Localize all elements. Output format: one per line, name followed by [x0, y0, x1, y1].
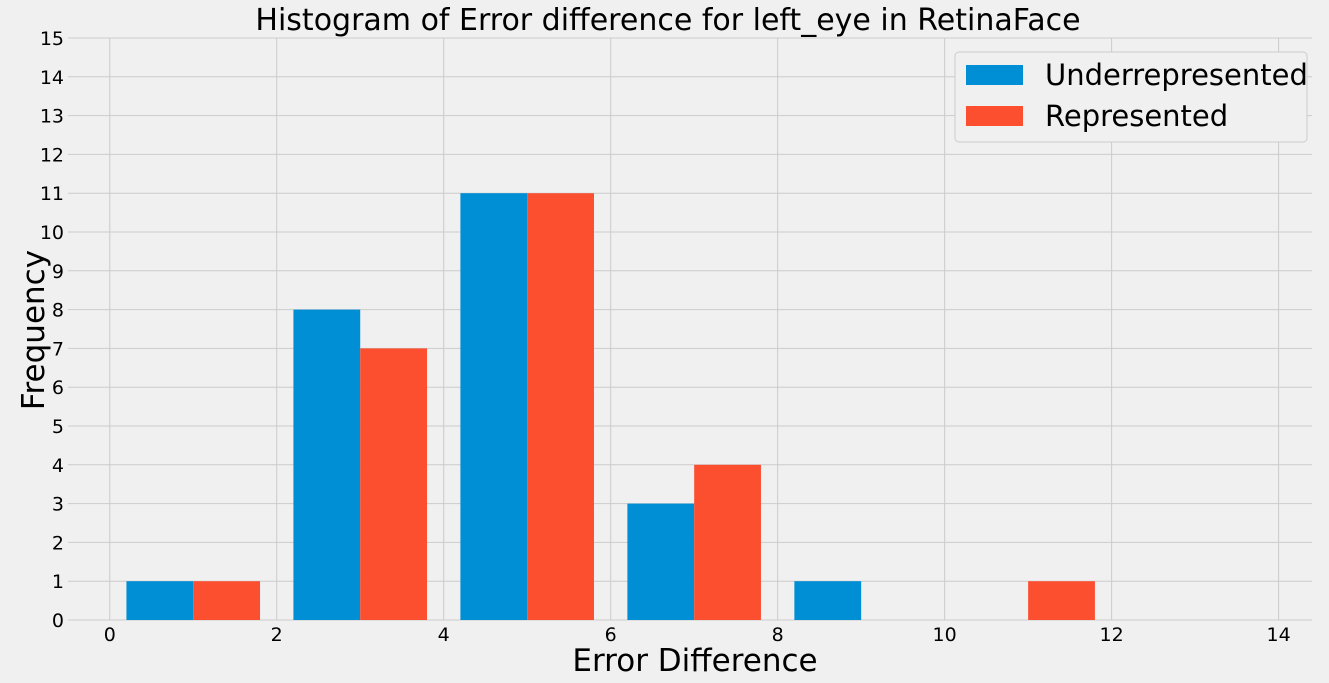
bar-represented — [1028, 581, 1095, 620]
x-tick-label: 4 — [438, 624, 450, 646]
x-tick-label: 10 — [933, 624, 957, 646]
x-tick-label: 6 — [605, 624, 617, 646]
y-tick-label: 11 — [40, 183, 64, 205]
y-tick-label: 1 — [52, 571, 64, 593]
legend-box — [954, 51, 1308, 143]
legend: Underrepresented Represented — [954, 51, 1308, 143]
bar-underrepresented — [293, 309, 361, 620]
x-tick-label: 12 — [1100, 624, 1124, 646]
x-tick-label: 2 — [271, 624, 283, 646]
y-axis-label: Frequency — [16, 250, 52, 410]
legend-swatch-represented — [966, 106, 1023, 126]
legend-label-underrepresented: Underrepresented — [1045, 58, 1308, 92]
bar-represented — [694, 464, 761, 620]
x-tick-labels: 0 2 4 6 8 10 12 14 — [104, 624, 1291, 646]
bars — [126, 193, 1095, 620]
x-tick-label: 14 — [1267, 624, 1291, 646]
y-tick-label: 15 — [40, 28, 64, 50]
bar-represented — [360, 348, 428, 620]
chart-title: Histogram of Error difference for left_e… — [255, 3, 1080, 38]
y-tick-label: 2 — [52, 532, 64, 554]
bar-represented — [527, 193, 594, 620]
y-tick-label: 3 — [52, 494, 64, 516]
y-tick-label: 13 — [40, 106, 64, 128]
y-tick-label: 5 — [52, 416, 64, 438]
x-tick-label: 0 — [104, 624, 116, 646]
y-tick-label: 14 — [40, 67, 64, 89]
bar-underrepresented — [794, 581, 862, 620]
bar-underrepresented — [126, 581, 194, 620]
x-axis-label: Error Difference — [572, 643, 817, 679]
y-tick-label: 6 — [52, 377, 64, 399]
bar-underrepresented — [627, 503, 695, 620]
bar-represented — [193, 581, 261, 620]
legend-label-represented: Represented — [1045, 99, 1228, 133]
y-tick-label: 12 — [40, 144, 64, 166]
bar-underrepresented — [460, 193, 528, 620]
y-tick-label: 4 — [52, 455, 64, 477]
legend-swatch-underrepresented — [966, 65, 1023, 85]
y-tick-label: 10 — [40, 222, 64, 244]
y-tick-label: 0 — [52, 610, 64, 632]
y-tick-label: 9 — [52, 261, 64, 283]
x-tick-label: 8 — [772, 624, 784, 646]
y-tick-label: 7 — [52, 338, 64, 360]
y-tick-label: 8 — [52, 300, 64, 322]
